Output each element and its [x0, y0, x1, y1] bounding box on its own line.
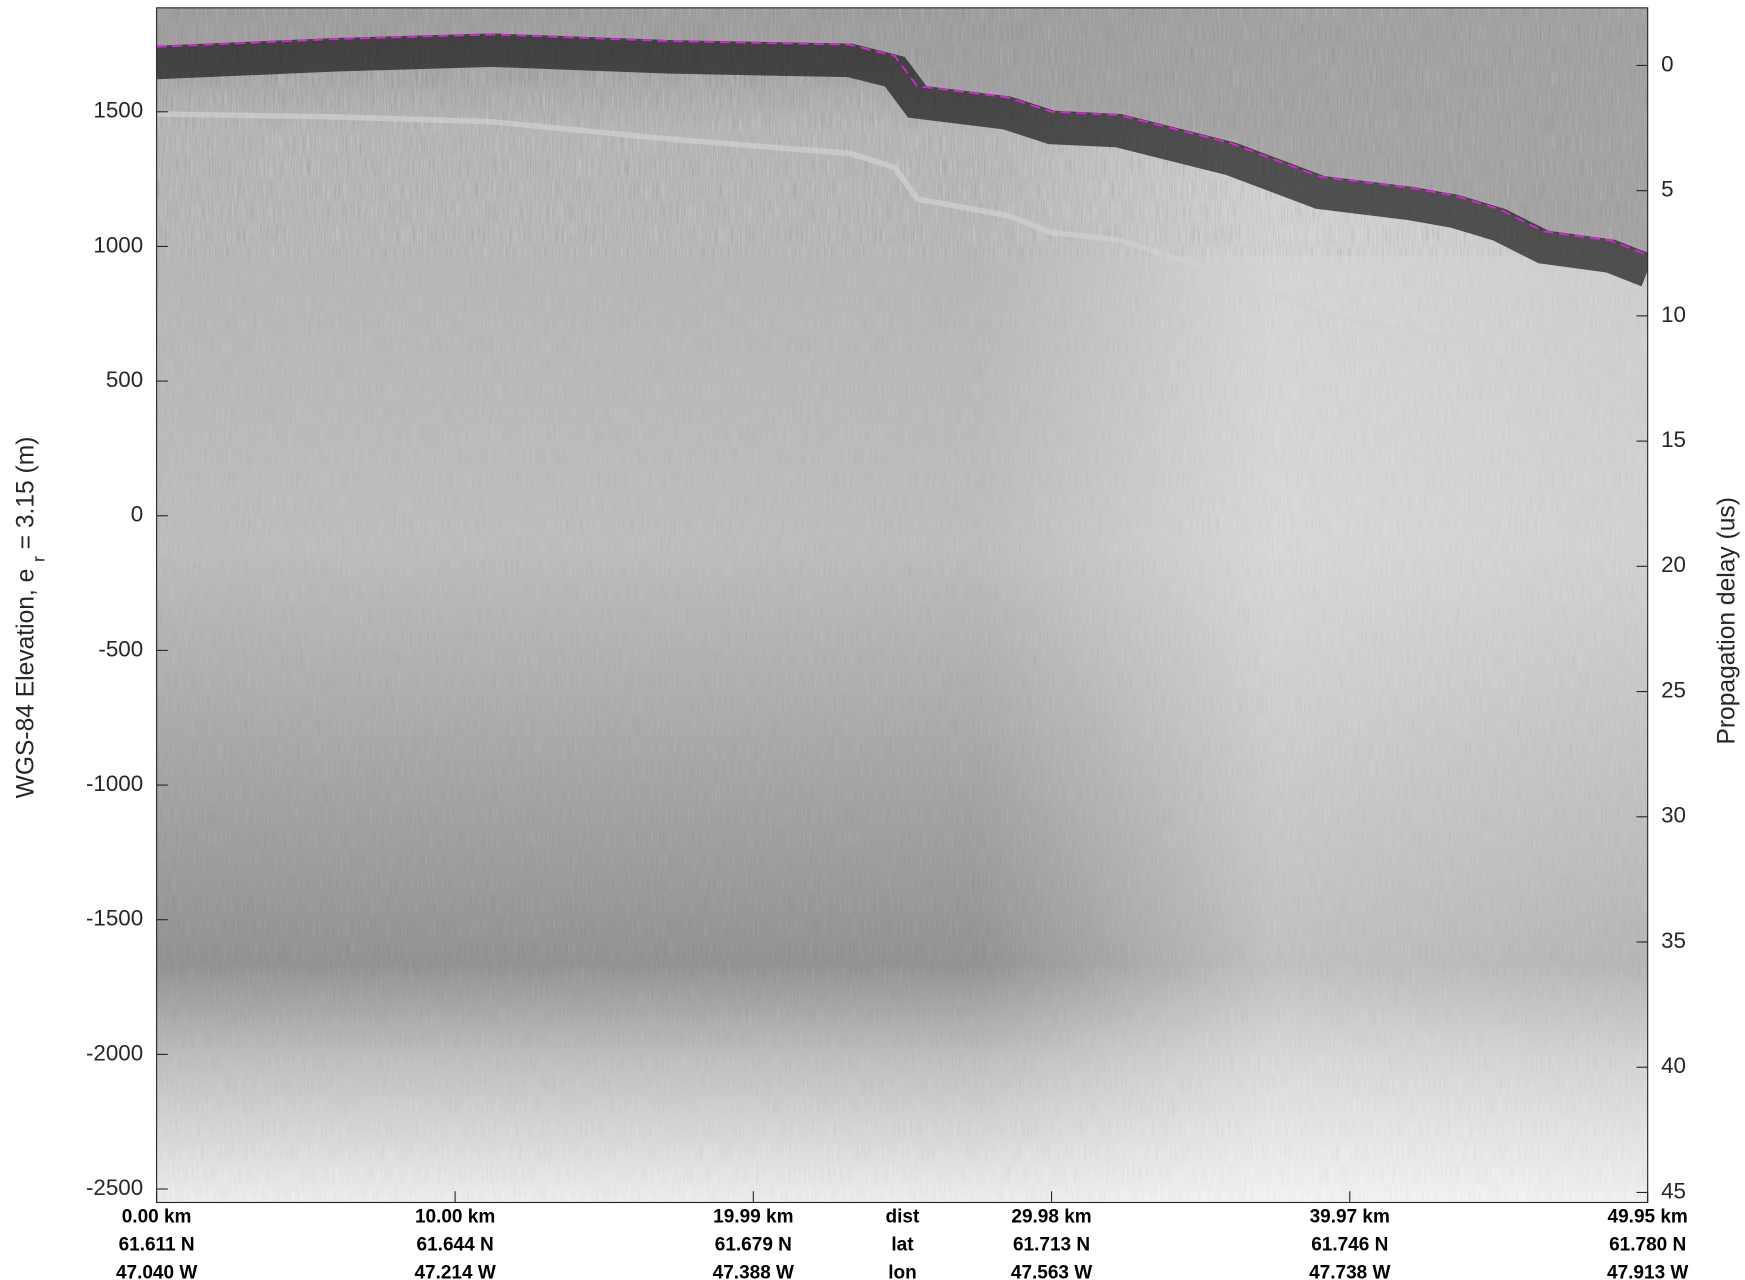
y2-tick-label: 25 [1661, 677, 1686, 702]
surface-line [156, 33, 1648, 256]
y-label-text: WGS-84 Elevation, e [13, 569, 40, 799]
bed-layer [156, 111, 1648, 415]
lon-label: 47.913 W [1607, 1263, 1688, 1280]
surface-echo [156, 33, 1648, 287]
y-tick-label: -2500 [86, 1175, 143, 1200]
lon-label: 47.388 W [713, 1263, 794, 1280]
echogram [156, 7, 1648, 1203]
y2-tick-label: 5 [1661, 177, 1673, 202]
y-tick-label: -1000 [86, 771, 143, 796]
y-tick-label: 0 [131, 502, 143, 527]
x-tick-label: 10.00 km [415, 1207, 495, 1228]
lon-label: 47.040 W [116, 1263, 197, 1280]
y-tick-label: -500 [98, 636, 143, 661]
x-tick-label: 29.98 km [1011, 1207, 1091, 1228]
y-tick-label: -2000 [86, 1040, 143, 1065]
x-tick-label: 49.95 km [1608, 1207, 1688, 1228]
y2-tick-label: 35 [1661, 928, 1686, 953]
y-axis-label: WGS-84 Elevation, e r = 3.15 (m) [13, 437, 49, 799]
y-tick-label: 1000 [93, 232, 143, 257]
air-noise [156, 7, 1648, 256]
surface-layer [156, 7, 1648, 415]
y2-tick-label: 10 [1661, 302, 1686, 327]
y-tick-label: 500 [106, 367, 143, 392]
lat-label: 61.746 N [1311, 1235, 1388, 1256]
y2-tick-label: 30 [1661, 803, 1686, 828]
lon-label: 47.563 W [1011, 1263, 1092, 1280]
x-tick-label: 0.00 km [122, 1207, 192, 1228]
row-header: lat [891, 1235, 914, 1256]
x-tick-label: 39.97 km [1310, 1207, 1390, 1228]
lat-label: 61.713 N [1013, 1235, 1090, 1256]
lon-label: 47.214 W [414, 1263, 495, 1280]
y2-tick-label: 40 [1661, 1053, 1686, 1078]
y2-tick-label: 0 [1661, 51, 1673, 76]
lat-label: 61.611 N [119, 1235, 195, 1256]
lat-label: 61.644 N [417, 1235, 494, 1256]
plot-frame [156, 7, 1649, 1204]
y2-tick-label: 45 [1661, 1178, 1686, 1203]
lat-label: 61.679 N [715, 1235, 792, 1256]
lat-label: 61.780 N [1609, 1235, 1686, 1256]
lon-label: 47.738 W [1309, 1263, 1390, 1280]
row-header: lon [888, 1263, 917, 1280]
y2-axis-label: Propagation delay (us) [1714, 497, 1741, 744]
y2-tick-label: 15 [1661, 427, 1686, 452]
y-tick-label: -1500 [86, 906, 143, 931]
y-label-subscript: r [29, 556, 49, 562]
x-tick-label: 19.99 km [713, 1207, 793, 1228]
y-tick-label: 1500 [93, 98, 143, 123]
y-label-suffix: = 3.15 (m) [13, 437, 40, 550]
row-header: dist [886, 1207, 920, 1228]
y2-tick-label: 20 [1661, 552, 1686, 577]
